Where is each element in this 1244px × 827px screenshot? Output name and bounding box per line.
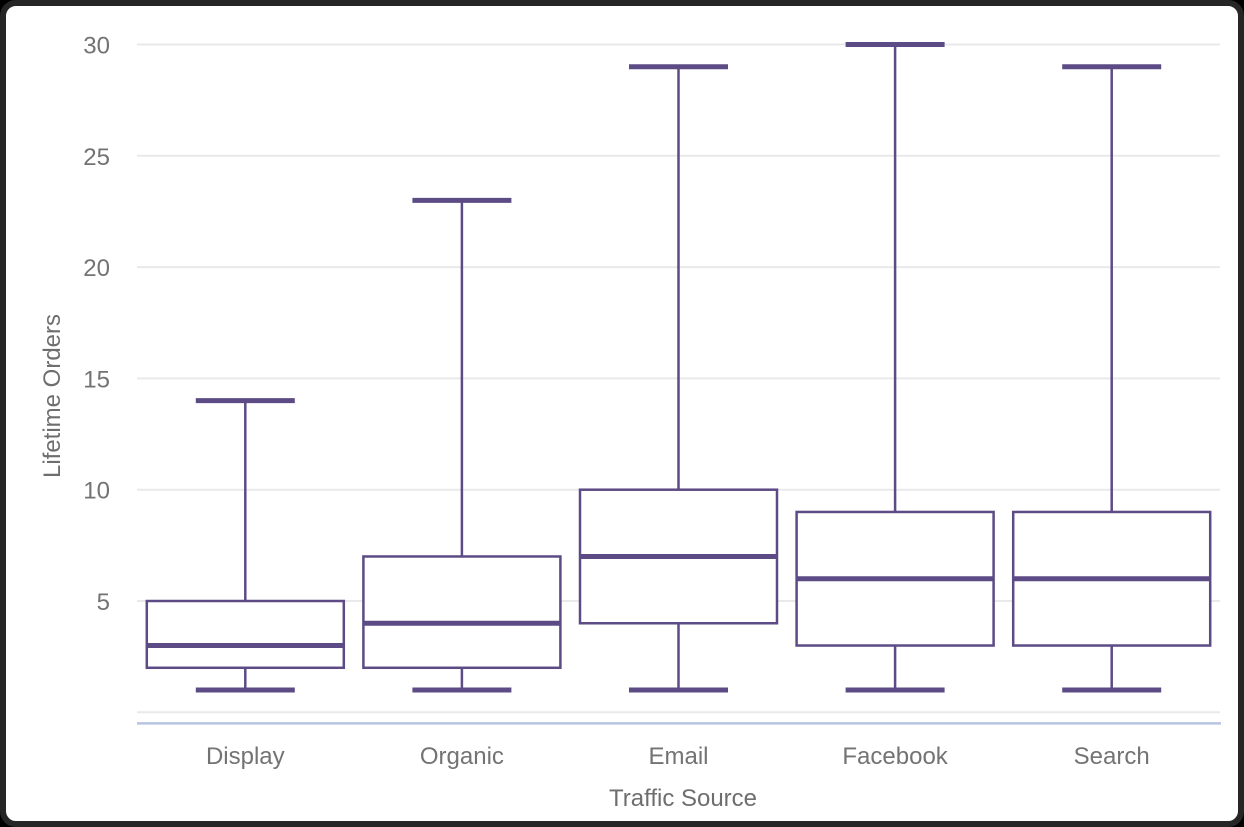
y-tick-label: 15 xyxy=(83,366,110,393)
iqr-box[interactable] xyxy=(362,555,562,670)
box-display[interactable] xyxy=(145,398,346,693)
y-tick-label: 20 xyxy=(83,255,110,282)
tick-labels-layer: 5 10 15 20 25 30 Display Organic Email Facebook Se… xyxy=(83,33,1149,771)
iqr-box[interactable] xyxy=(145,599,346,670)
x-tick-label: Facebook xyxy=(842,743,948,770)
box-search[interactable] xyxy=(1011,64,1212,693)
box-email[interactable] xyxy=(578,64,779,693)
x-axis-title: Traffic Source xyxy=(609,785,757,812)
x-tick-label: Display xyxy=(206,743,285,770)
box-facebook[interactable] xyxy=(795,42,995,693)
y-tick-label: 10 xyxy=(83,478,110,505)
x-tick-label: Organic xyxy=(420,743,504,770)
x-tick-label: Search xyxy=(1074,743,1150,770)
box-organic[interactable] xyxy=(362,197,562,693)
box-marks-layer xyxy=(145,42,1212,693)
y-tick-label: 25 xyxy=(83,144,110,171)
x-tick-label: Email xyxy=(648,743,708,770)
y-tick-label: 5 xyxy=(97,589,110,616)
y-axis-title: Lifetime Orders xyxy=(39,314,66,478)
y-tick-label: 30 xyxy=(83,33,110,60)
